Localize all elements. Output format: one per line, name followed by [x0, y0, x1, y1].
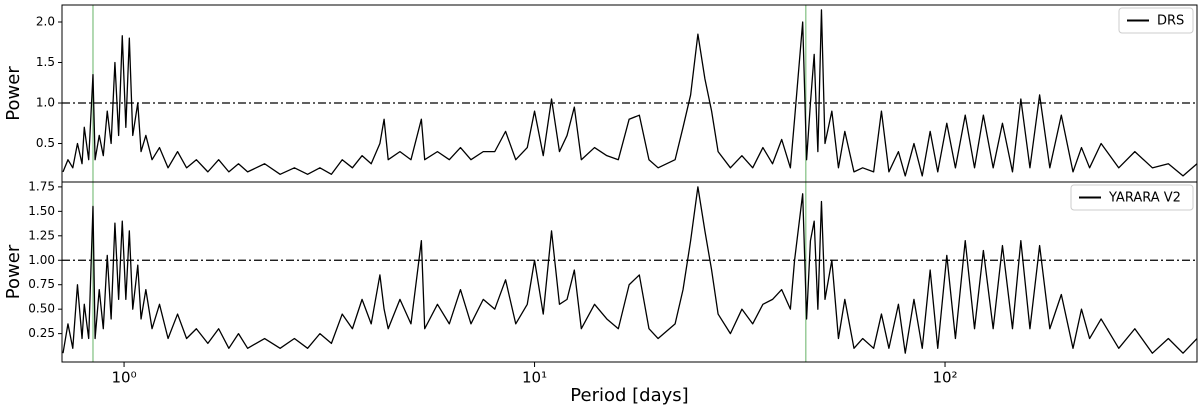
x-axis-label: Period [days]	[570, 385, 688, 406]
plot-frame	[61, 181, 1198, 363]
legend-label: YARARA V2	[1108, 191, 1181, 206]
y-tick-label: 0.75	[28, 277, 55, 291]
legend-box	[1070, 184, 1194, 211]
y-axis-label: Power	[3, 244, 24, 299]
y-tick-label: 0.5	[36, 136, 55, 150]
y-tick-label: 2.0	[36, 15, 55, 29]
legend-label: DRS	[1157, 14, 1184, 29]
y-tick-label: 1.25	[28, 228, 55, 242]
series-line	[62, 9, 1198, 177]
x-tick-label: 10¹	[522, 369, 547, 387]
legend-box	[1118, 7, 1194, 34]
y-tick-label: 0.25	[28, 326, 55, 340]
y-tick-label: 1.50	[28, 204, 55, 218]
x-tick-label: 10²	[932, 369, 957, 387]
y-tick-label: 1.5	[36, 55, 55, 69]
y-tick-label: 1.75	[28, 179, 55, 193]
y-tick-label: 1.0	[36, 96, 55, 110]
x-tick-label: 10⁰	[112, 369, 137, 387]
y-tick-label: 1.00	[28, 253, 55, 267]
y-axis-label: Power	[3, 66, 24, 121]
plot-frame	[61, 4, 1198, 183]
y-tick-label: 0.50	[28, 302, 55, 316]
series-line	[62, 186, 1198, 354]
